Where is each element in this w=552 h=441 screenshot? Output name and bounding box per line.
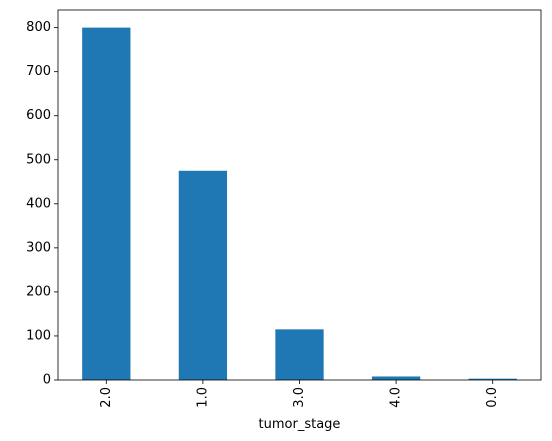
x-tick-label: 0.0 (485, 387, 500, 408)
y-tick-label: 0 (43, 373, 51, 388)
y-tick-label: 800 (26, 20, 51, 35)
y-tick-label: 500 (26, 152, 51, 167)
y-tick-label: 200 (26, 284, 51, 299)
y-tick-label: 100 (26, 328, 51, 343)
bar-1.0 (178, 170, 228, 380)
x-tick-label: 4.0 (389, 387, 404, 408)
x-tick-label: 1.0 (195, 387, 210, 408)
x-tick-label: 2.0 (99, 387, 114, 408)
y-tick-label: 300 (26, 240, 51, 255)
y-tick-label: 400 (26, 196, 51, 211)
bar-3.0 (275, 329, 324, 380)
y-tick-label: 600 (26, 108, 51, 123)
bar-4.0 (371, 376, 421, 380)
bars-group (82, 27, 517, 380)
y-tick-label: 700 (26, 64, 51, 79)
x-axis-label: tumor_stage (259, 417, 341, 432)
y-axis-ticks: 0 100 200 300 400 500 600 700 800 (26, 20, 58, 388)
x-axis-ticks: 2.0 1.0 3.0 4.0 0.0 (99, 380, 500, 408)
plot-frame (57, 9, 542, 381)
x-tick-label: 3.0 (292, 387, 307, 408)
bar-0.0 (468, 378, 517, 380)
bar-2.0 (82, 27, 131, 380)
